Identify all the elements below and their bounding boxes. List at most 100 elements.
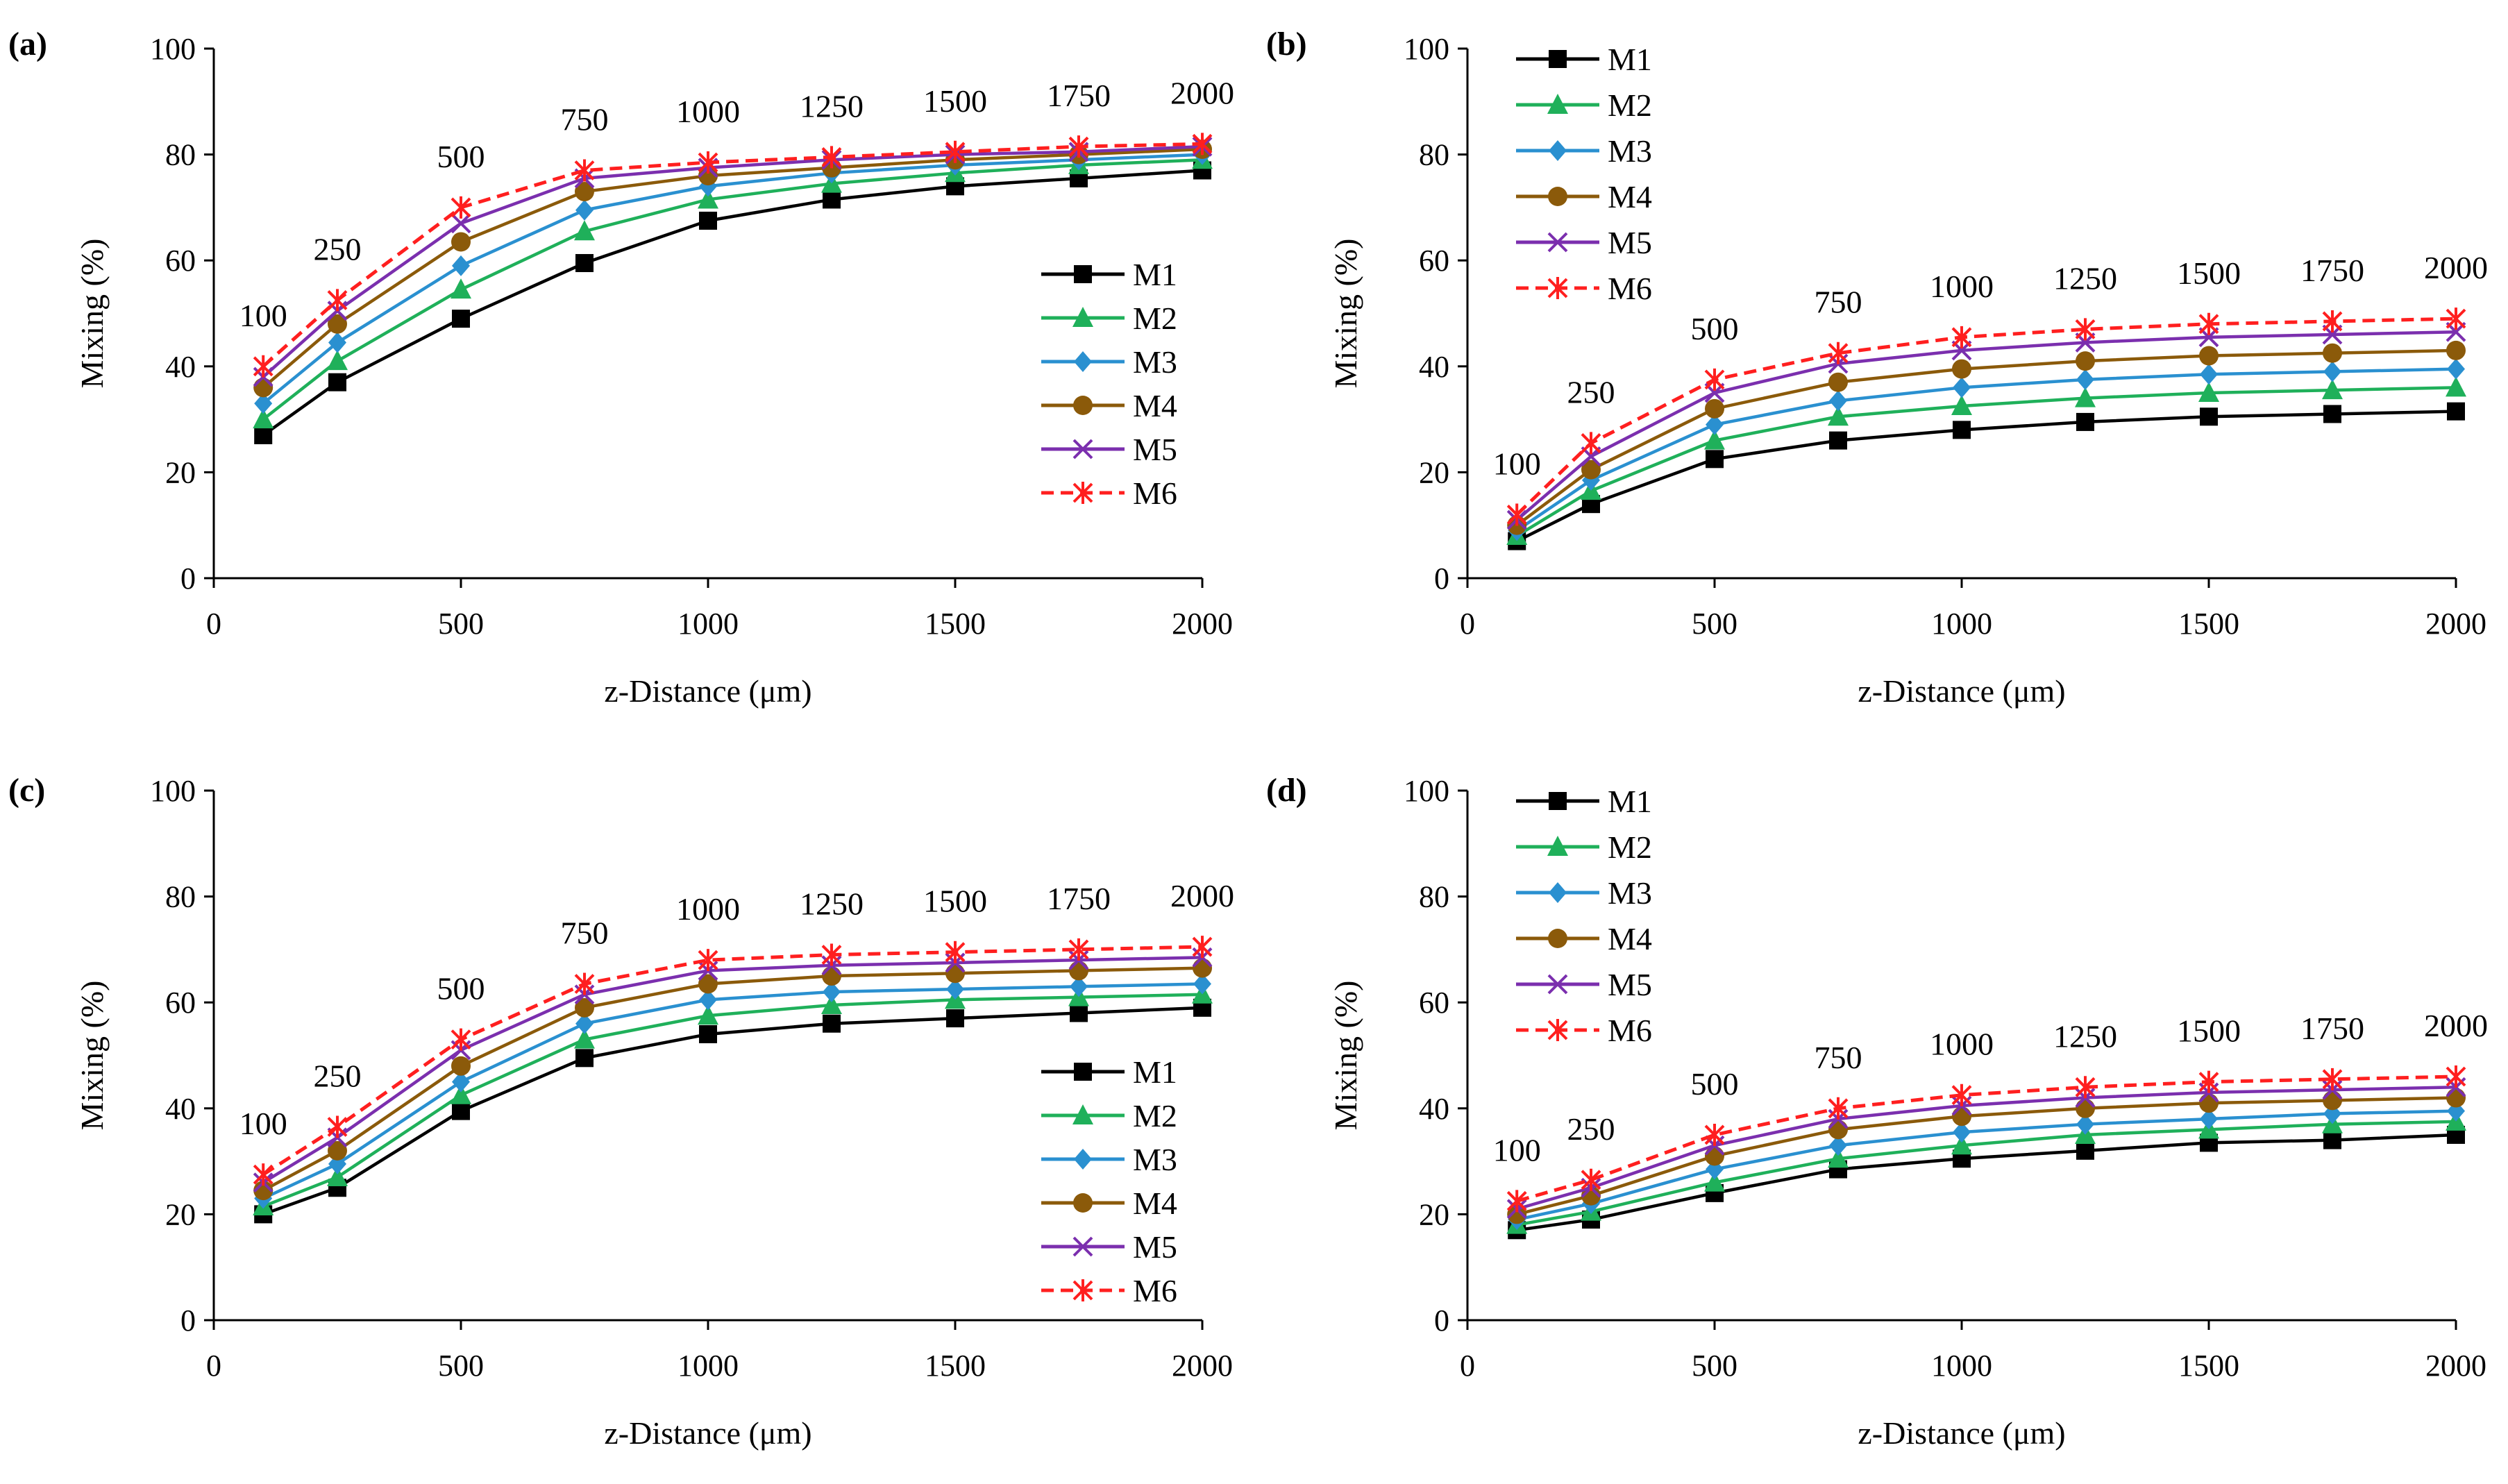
data-label: 750 [1815,285,1862,320]
data-point-m6 [1068,135,1089,158]
chart-panel-c: (c) 0 20 40 60 80 100 0 500 1000 1500 2000 z-Distan… [0,742,1254,1484]
legend-marker-m6 [1547,277,1568,299]
data-label: 1000 [1930,1027,1994,1062]
data-point-m4 [575,182,594,202]
data-point-m3 [1829,1135,1847,1156]
y-tick-label: 100 [1404,32,1449,66]
data-point-m3 [328,332,346,353]
data-point-m2 [1704,1171,1725,1192]
legend-label-m4: M4 [1133,1186,1177,1221]
data-label: 1250 [2053,1018,2117,1054]
x-tick-label: 2000 [2425,1349,2486,1383]
legend-marker-m3 [1074,1149,1092,1170]
data-label: 2000 [1170,878,1234,913]
panel-label-c: (c) [8,772,46,809]
legend-label-m2: M2 [1133,1098,1177,1133]
series-line-m1 [1516,410,2457,543]
legend-label-m3: M3 [1608,133,1652,169]
x-tick-label: 1000 [678,1349,739,1383]
legend-marker-m1 [1074,265,1092,283]
data-label: 500 [1691,311,1739,346]
data-point-m3 [1070,976,1088,997]
data-point-m4 [328,1140,347,1161]
data-label: 250 [314,231,362,267]
legend-marker-m4 [1548,187,1567,206]
data-point-m6 [574,159,595,182]
series-line-m1 [1516,1133,2457,1232]
data-point-m2 [327,1165,348,1186]
legend: M1 M2 M3 M4 M5 M6 [1041,1054,1177,1308]
legend-marker-m3 [1074,351,1092,372]
data-point-m4 [2446,340,2466,360]
data-point-m6 [821,146,842,169]
x-tick-label: 1000 [1931,607,1992,641]
data-point-m6 [1828,1097,1849,1120]
data-point-m2 [1828,1147,1849,1168]
data-point-m6 [1506,1190,1527,1213]
legend-marker-m5 [1072,439,1093,459]
series-line-m5 [1516,1086,2457,1211]
y-tick-label: 80 [165,138,196,172]
legend-label-m1: M1 [1133,1054,1177,1090]
series-line-m6 [1516,1074,2457,1203]
data-label: 1500 [923,884,987,919]
data-label: 1000 [676,94,740,129]
y-tick-label: 60 [165,986,196,1020]
data-point-m4 [253,378,273,398]
data-point-m3 [575,199,594,221]
legend-marker-m3 [1549,140,1567,161]
panel-label-b: (b) [1266,26,1307,62]
legend-marker-m1 [1549,50,1567,68]
data-point-m2 [327,350,348,371]
data-point-m3 [254,393,273,414]
data-point-m4 [2446,1088,2466,1108]
data-point-m3 [2200,364,2218,385]
x-tick-label: 500 [1692,607,1737,641]
data-label: 1000 [1930,269,1994,304]
data-point-m6 [451,196,471,219]
data-point-m6 [1506,503,1527,526]
legend: M1 M2 M3 M4 M5 M6 [1041,257,1177,511]
data-point-m3 [2076,369,2094,390]
legend-marker-m6 [1072,482,1093,504]
series-group [253,936,1213,1224]
data-point-m1 [1706,450,1724,469]
data-point-m6 [1704,368,1725,391]
legend-label-m2: M2 [1133,301,1177,336]
data-label: 1750 [2300,253,2364,288]
legend-label-m3: M3 [1608,875,1652,911]
data-point-m1 [1070,1004,1088,1022]
data-point-m1 [575,254,594,273]
data-point-m1 [699,1025,717,1043]
data-point-m1 [452,310,470,328]
series-group [1506,307,2466,550]
data-point-m4 [451,1056,471,1076]
series-group [1506,1065,2466,1240]
data-point-m2 [451,1084,471,1104]
y-tick-label: 100 [1404,774,1449,808]
series-line-m2 [262,993,1203,1208]
data-point-m4 [1193,958,1212,978]
legend-marker-m4 [1073,396,1093,415]
data-point-m3 [1706,1158,1724,1180]
y-tick-label: 80 [165,880,196,914]
data-point-m2 [253,408,274,429]
data-point-m1 [254,425,273,444]
data-point-m6 [1068,938,1089,961]
data-point-m3 [575,1013,594,1034]
y-tick-label: 40 [1419,1092,1449,1126]
data-point-m6 [2446,1065,2466,1088]
data-point-m1 [2323,405,2341,423]
data-point-m3 [2323,361,2341,382]
data-label: 2000 [2424,1008,2488,1043]
legend-marker-m4 [1073,1193,1093,1213]
data-point-m2 [2198,381,2219,402]
data-point-m1 [2200,407,2218,426]
x-tick-label: 0 [206,607,221,641]
data-point-m4 [698,974,718,994]
legend-label-m1: M1 [1608,42,1652,77]
y-tick-label: 20 [1419,455,1449,489]
data-point-m6 [821,943,842,966]
x-tick-label: 1500 [2178,1349,2239,1383]
data-point-m6 [2322,1068,2343,1090]
